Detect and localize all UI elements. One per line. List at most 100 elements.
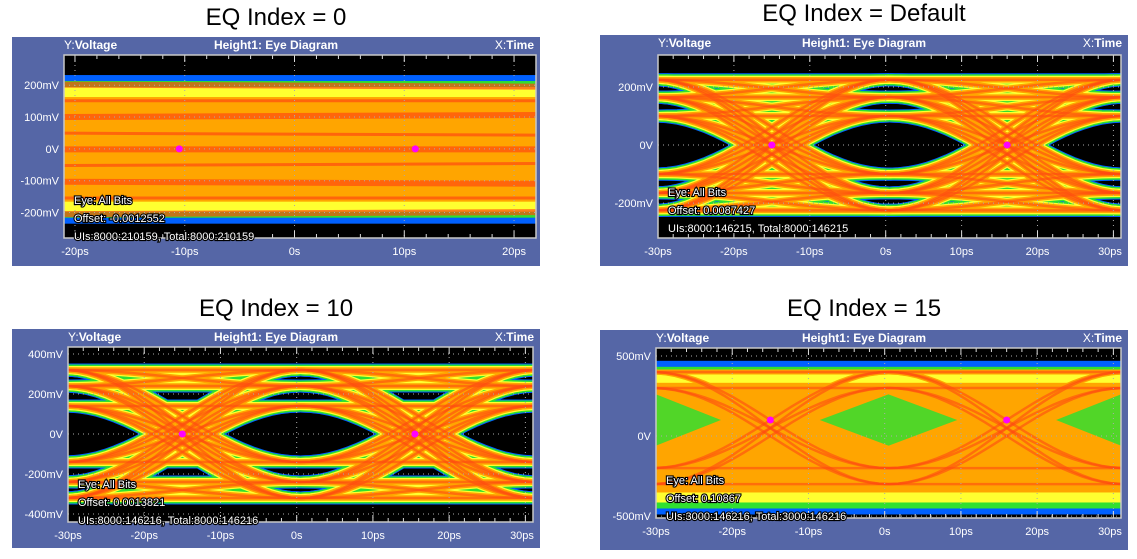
crossing-marker [411,430,419,438]
x-tick-label: 0s [880,246,892,258]
density-stripe [64,111,536,120]
x-tick-label: 20ps [1025,526,1049,538]
y-tick-label: 0V [46,144,60,156]
x-axis-label: Time [1094,331,1122,345]
x-axis-label: Time [1094,36,1122,50]
eye-diagram-panel: Y:Voltage Height1: Eye Diagram X:Time -30… [12,329,540,548]
density-stripe [64,209,536,218]
x-tick-label: -30ps [644,246,672,258]
x-tick-label: -30ps [642,526,670,538]
eye-trace [889,78,1121,176]
density-stripe [64,178,536,187]
panel-header-title: Height1: Eye Diagram [213,330,339,344]
y-axis-header: Y:Voltage [64,38,117,52]
annotation-text: UIs:8000:210159, Total:8000:210159 [74,231,254,243]
annotation-text: Eye: All Bits [78,479,137,491]
y-tick-label: 200mV [24,80,60,92]
eye-diagram-panel: Y:Voltage Height1: Eye Diagram X:Time -30… [600,330,1128,550]
x-tick-label: -20ps [720,246,748,258]
x-prefix: X: [494,38,507,52]
y-prefix: Y: [64,38,75,52]
x-tick-label: 0s [291,530,303,542]
panel-header-title: Height1: Eye Diagram [213,38,339,52]
eye-trace [68,404,301,484]
x-tick-label: 30ps [1098,246,1122,258]
eye-density [64,75,536,224]
x-tick-label: 20ps [502,246,526,258]
x-axis-header: X:Time [1083,36,1122,50]
annotation-text: Offset: 0.10867 [666,493,741,505]
chart-title: EQ Index = 10 [198,295,354,322]
y-axis-label: Voltage [74,38,118,52]
y-tick-label: -400mV [24,509,63,521]
crossing-marker [1003,141,1011,149]
x-tick-label: 30ps [510,530,534,542]
plot-frame [63,54,537,239]
eye-trace [658,78,890,176]
plot-frame [655,347,1122,519]
x-prefix: X: [1082,36,1095,50]
eye-plot: -20ps -10ps 0s 10ps 20ps 200mV 100mV 0V -100mV -2… [20,54,537,258]
panel-header-title: Height1: Eye Diagram [801,36,927,50]
x-tick-label: 10ps [361,530,385,542]
y-tick-label: 200mV [618,82,654,94]
density-stripe [64,162,536,168]
y-tick-label: -100mV [20,176,59,188]
eye-trace [658,78,890,99]
x-prefix: X: [1082,331,1095,345]
x-tick-label: 20ps [1026,246,1050,258]
plot-frame [657,54,1122,239]
eye-density [656,360,1121,515]
chart-title: EQ Index = Default [762,0,966,27]
annotation-text: Eye: All Bits [666,475,725,487]
eye-trace [658,78,890,195]
annotation-text: UIs:3000:146216, Total:3000:146216 [666,511,846,523]
x-axis-label: Time [506,38,534,52]
y-tick-label: -200mV [614,198,653,210]
x-axis-header: X:Time [495,38,534,52]
x-tick-label: -30ps [54,530,82,542]
x-tick-label: -10ps [207,530,235,542]
chart-title: EQ Index = 0 [205,4,347,31]
y-tick-label: 0V [640,140,654,152]
chart-title: EQ Index = 15 [786,295,942,322]
annotation-text: Offset: 0.0013821 [78,497,165,509]
x-tick-label: 0s [289,246,301,258]
crossing-marker [178,430,186,438]
annotation-text: Eye: All Bits [668,187,727,199]
eye-plot: -30ps -20ps -10ps 0s 10ps 20ps 30ps 500mV 0V -500… [612,347,1122,538]
density-stripe [64,131,536,137]
eye-trace [658,95,890,176]
y-tick-label: 0V [50,429,64,441]
eye-trace [68,368,301,464]
y-axis-label: Voltage [668,36,712,50]
x-tick-label: 0s [879,526,891,538]
y-axis-header: Y:Voltage [658,36,711,50]
y-tick-label: 100mV [24,112,60,124]
annotation-text: Eye: All Bits [74,195,133,207]
x-tick-label: -20ps [130,530,158,542]
annotation-text: UIs:8000:146215, Total:8000:146215 [668,223,848,235]
panel-header-title: Height1: Eye Diagram [801,331,927,345]
x-tick-label: 30ps [1098,526,1122,538]
x-axis-header: X:Time [495,330,534,344]
crossing-marker [766,416,774,424]
eye-plot: -30ps -20ps -10ps 0s 10ps 20ps 30ps 400mV 200mV 0… [24,346,534,542]
y-prefix: Y: [658,36,669,50]
eye-opening-residual [819,394,958,446]
x-tick-label: 10ps [949,526,973,538]
eye-plot: -30ps -20ps -10ps 0s 10ps 20ps 30ps 200mV 0V -200… [614,54,1122,258]
y-tick-label: 500mV [616,351,652,363]
eye-trace [300,404,533,484]
x-tick-label: 10ps [392,246,416,258]
x-tick-label: -10ps [171,246,199,258]
x-axis-header: X:Time [1083,331,1122,345]
x-tick-label: -20ps [61,246,89,258]
y-axis-label: Voltage [666,331,710,345]
eye-trace [68,368,301,464]
eye-trace [300,404,533,484]
eye-opening-residual [1056,394,1121,446]
y-tick-label: 0V [638,431,652,443]
y-tick-label: -500mV [612,511,651,523]
annotation-text: UIs:8000:146216, Total:8000:146216 [78,515,258,527]
